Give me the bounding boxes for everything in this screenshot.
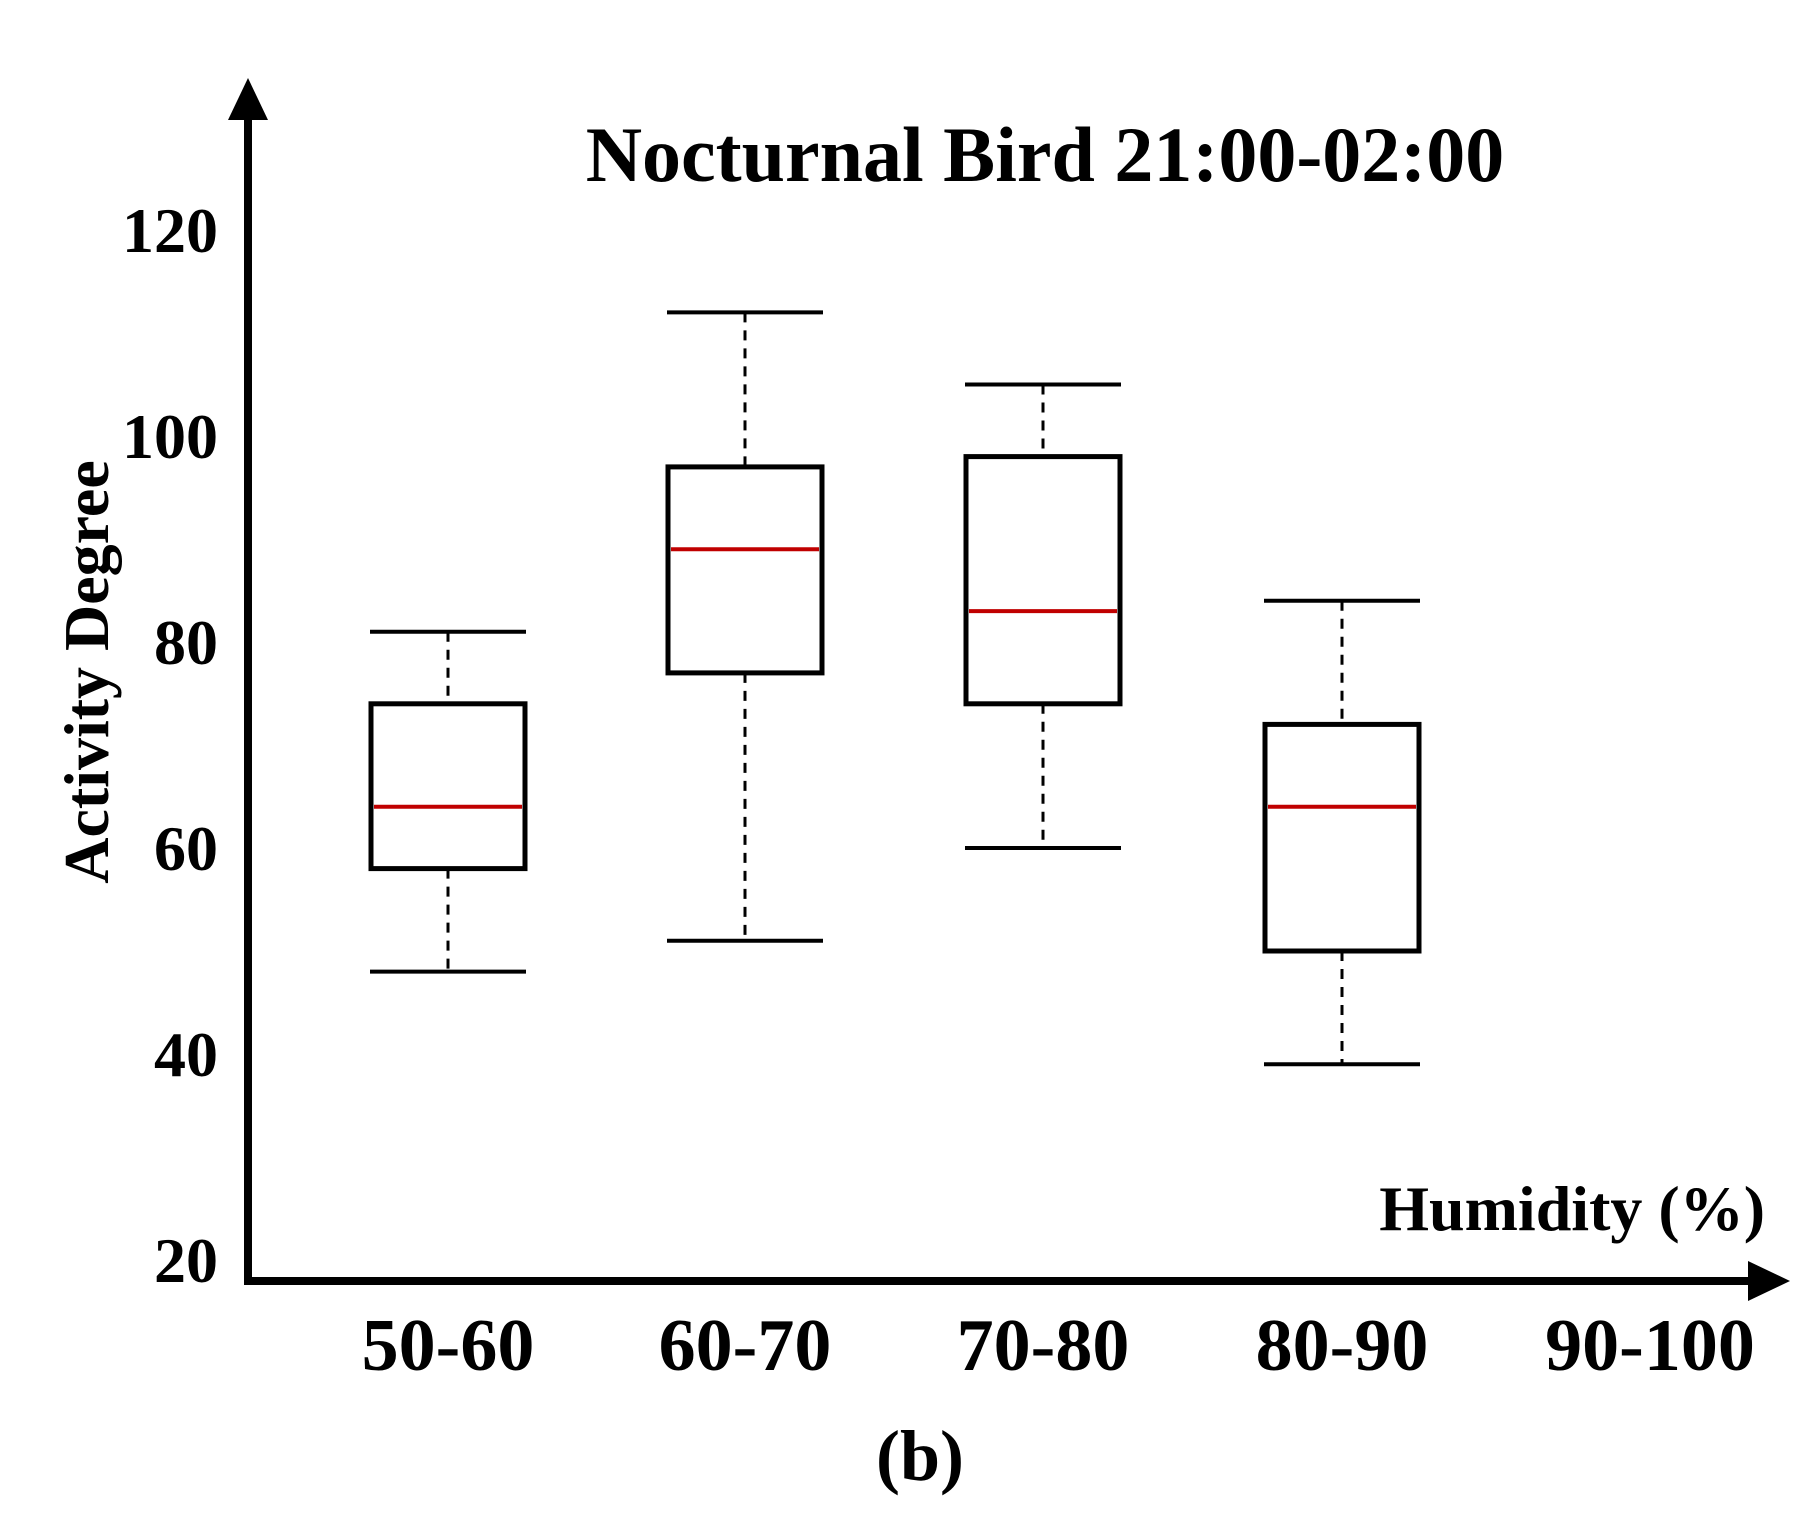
x-axis-label: Humidity (%) [1379, 1173, 1765, 1244]
x-tick-labels: 50-60 60-70 70-80 80-90 90-100 [362, 1305, 1755, 1387]
x-tick-label: 60-70 [659, 1305, 832, 1387]
y-tick-label: 40 [154, 1019, 218, 1090]
y-tick-label: 100 [122, 401, 218, 472]
y-tick-label: 20 [154, 1225, 218, 1296]
y-axis-arrowhead [228, 78, 268, 120]
x-axis-arrowhead [1748, 1261, 1790, 1301]
iqr-box [368, 701, 528, 872]
y-tick-label: 120 [122, 195, 218, 266]
y-tick-labels: 20 40 60 80 100 120 [122, 195, 218, 1296]
iqr-box [963, 454, 1123, 707]
iqr-box [665, 464, 825, 676]
y-tick-label: 60 [154, 813, 218, 884]
box-plots [368, 310, 1422, 1067]
x-tick-label: 80-90 [1256, 1305, 1429, 1387]
x-tick-label: 90-100 [1545, 1305, 1755, 1387]
panel-label: (b) [876, 1416, 964, 1496]
chart-title: Nocturnal Bird 21:00-02:00 [586, 111, 1505, 198]
x-tick-label: 70-80 [957, 1305, 1130, 1387]
x-tick-label: 50-60 [362, 1305, 535, 1387]
y-axis-label: Activity Degree [51, 460, 122, 884]
iqr-box [1262, 721, 1422, 954]
y-tick-label: 80 [154, 607, 218, 678]
